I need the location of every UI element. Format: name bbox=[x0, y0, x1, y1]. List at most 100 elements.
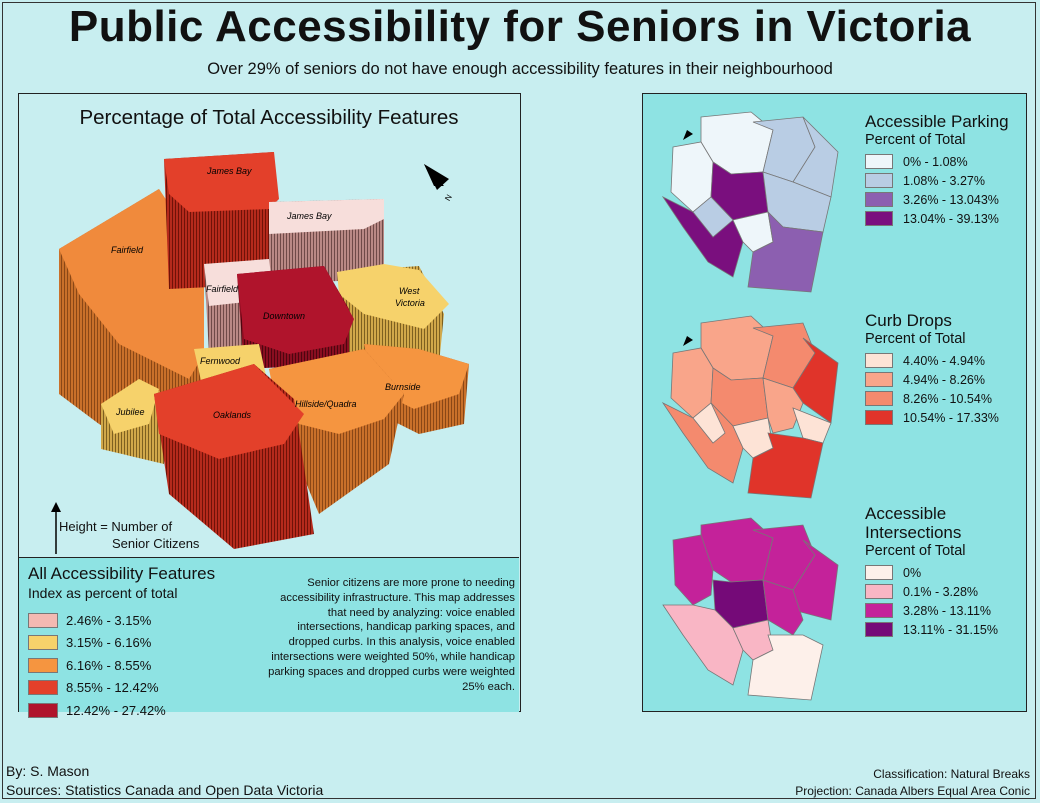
legend-swatch bbox=[28, 657, 58, 673]
label-fernwood: Fernwood bbox=[200, 356, 241, 366]
legend-label: 12.42% - 27.42% bbox=[66, 702, 166, 718]
curbs-legend-title: Curb Drops bbox=[865, 311, 952, 330]
north-arrow-icon bbox=[683, 130, 693, 140]
legend-item: 0.1% - 3.28% bbox=[865, 582, 998, 601]
legend-item: 2.46% - 3.15% bbox=[28, 609, 166, 632]
label-west-victoria-line1: West bbox=[399, 286, 420, 296]
intersections-legend-title-line2: Intersections bbox=[865, 523, 962, 542]
extruded-neighbourhood-map: N James Bay James Bay Fairfield Fairfiel… bbox=[59, 152, 469, 549]
legend-swatch bbox=[865, 565, 893, 580]
label-hillside-quadra: Hillside/Quadra bbox=[295, 399, 357, 409]
parking-legend-subtitle: Percent of Total bbox=[865, 132, 966, 148]
intersections-legend-items: 0% 0.1% - 3.28% 3.28% - 13.11% 13.11% - … bbox=[865, 563, 998, 639]
parking-map bbox=[661, 111, 839, 293]
james-bay-north-block bbox=[164, 152, 279, 289]
legend-item: 8.55% - 12.42% bbox=[28, 677, 166, 700]
legend-swatch bbox=[28, 702, 58, 718]
label-james-bay-north: James Bay bbox=[206, 166, 252, 176]
main-legend: All Accessibility Features Index as perc… bbox=[19, 557, 519, 718]
legend-item: 3.15% - 6.16% bbox=[28, 632, 166, 655]
curbs-legend-subtitle: Percent of Total bbox=[865, 331, 966, 347]
page-title: Public Accessibility for Seniors in Vict… bbox=[68, 2, 972, 51]
legend-label: 3.15% - 6.16% bbox=[66, 635, 152, 651]
curb-drops-map bbox=[661, 315, 839, 499]
legend-swatch bbox=[865, 192, 893, 207]
legend-item: 3.26% - 13.043% bbox=[865, 190, 1009, 209]
main-legend-subtitle: Index as percent of total bbox=[28, 585, 178, 601]
legend-item: 0% - 1.08% bbox=[865, 152, 1009, 171]
label-downtown: Downtown bbox=[263, 311, 305, 321]
intersections-map bbox=[662, 517, 839, 701]
label-oaklands: Oaklands bbox=[213, 410, 252, 420]
legend-item: 4.40% - 4.94% bbox=[865, 351, 999, 370]
legend-swatch bbox=[865, 173, 893, 188]
legend-label: 3.28% - 13.11% bbox=[903, 603, 992, 618]
legend-label: 8.26% - 10.54% bbox=[903, 391, 992, 406]
label-jubilee: Jubilee bbox=[115, 407, 145, 417]
legend-swatch bbox=[865, 154, 893, 169]
parking-legend-title: Accessible Parking bbox=[865, 112, 1009, 131]
legend-label: 0% - 1.08% bbox=[903, 154, 968, 169]
legend-label: 8.55% - 12.42% bbox=[66, 680, 159, 696]
height-note-line2: Senior Citizens bbox=[112, 536, 200, 551]
legend-swatch bbox=[28, 612, 58, 628]
jubilee-block bbox=[101, 379, 164, 464]
height-arrow-icon bbox=[51, 502, 61, 554]
height-note-line1: Height = Number of bbox=[59, 519, 173, 534]
legend-item: 10.54% - 17.33% bbox=[865, 408, 999, 427]
legend-label: 13.04% - 39.13% bbox=[903, 211, 999, 226]
legend-swatch bbox=[865, 410, 893, 425]
legend-swatch bbox=[865, 372, 893, 387]
intersections-legend: Accessible Intersections Percent of Tota… bbox=[865, 504, 998, 639]
legend-label: 6.16% - 8.55% bbox=[66, 657, 152, 673]
legend-swatch bbox=[865, 211, 893, 226]
label-james-bay-south: James Bay bbox=[286, 211, 332, 221]
downtown-block bbox=[237, 266, 354, 369]
main-map-title: Percentage of Total Accessibility Featur… bbox=[79, 106, 459, 129]
north-arrow-icon bbox=[683, 336, 693, 346]
legend-swatch bbox=[865, 391, 893, 406]
legend-swatch bbox=[28, 680, 58, 696]
component-maps-panel: Accessible Parking Percent of Total 0% -… bbox=[642, 93, 1027, 712]
legend-label: 3.26% - 13.043% bbox=[903, 192, 999, 207]
legend-item: 6.16% - 8.55% bbox=[28, 654, 166, 677]
label-fairfield-west: Fairfield bbox=[111, 245, 144, 255]
label-west-victoria: West Victoria bbox=[395, 286, 425, 308]
curbs-legend-items: 4.40% - 4.94% 4.94% - 8.26% 8.26% - 10.5… bbox=[865, 351, 999, 427]
main-legend-title: All Accessibility Features bbox=[28, 564, 216, 583]
legend-swatch bbox=[865, 603, 893, 618]
oaklands-block bbox=[154, 364, 314, 549]
north-arrow-icon: N bbox=[424, 164, 453, 202]
west-victoria-block bbox=[337, 264, 449, 364]
legend-label: 4.40% - 4.94% bbox=[903, 353, 985, 368]
legend-item: 13.04% - 39.13% bbox=[865, 209, 1009, 228]
legend-swatch bbox=[865, 622, 893, 637]
legend-swatch bbox=[865, 353, 893, 368]
projection-note: Projection: Canada Albers Equal Area Con… bbox=[795, 784, 1030, 798]
legend-label: 1.08% - 3.27% bbox=[903, 173, 985, 188]
main-3d-map: Percentage of Total Accessibility Featur… bbox=[19, 94, 519, 556]
page-subtitle: Over 29% of seniors do not have enough a… bbox=[207, 60, 833, 78]
legend-label: 10.54% - 17.33% bbox=[903, 410, 999, 425]
legend-item: 1.08% - 3.27% bbox=[865, 171, 1009, 190]
sources-credit: Sources: Statistics Canada and Open Data… bbox=[6, 782, 324, 798]
author-credit: By: S. Mason bbox=[6, 763, 90, 779]
label-fairfield-center: Fairfield bbox=[206, 284, 239, 294]
main-legend-items: 2.46% - 3.15% 3.15% - 6.16% 6.16% - 8.55… bbox=[28, 609, 166, 722]
legend-item: 4.94% - 8.26% bbox=[865, 370, 999, 389]
svg-text:N: N bbox=[443, 193, 454, 203]
intersections-legend-title-line1: Accessible bbox=[865, 504, 947, 523]
parking-legend-items: 0% - 1.08% 1.08% - 3.27% 3.26% - 13.043%… bbox=[865, 152, 1009, 228]
legend-swatch bbox=[865, 584, 893, 599]
legend-label: 0% bbox=[903, 565, 922, 580]
legend-label: 4.94% - 8.26% bbox=[903, 372, 985, 387]
legend-item: 12.42% - 27.42% bbox=[28, 699, 166, 722]
parking-legend: Accessible Parking Percent of Total 0% -… bbox=[865, 112, 1009, 228]
legend-label: 2.46% - 3.15% bbox=[66, 612, 152, 628]
label-burnside: Burnside bbox=[385, 382, 421, 392]
curbs-legend: Curb Drops Percent of Total 4.40% - 4.94… bbox=[865, 311, 999, 427]
main-map-panel: Percentage of Total Accessibility Featur… bbox=[18, 93, 521, 718]
legend-item: 0% bbox=[865, 563, 998, 582]
legend-label: 13.11% - 31.15% bbox=[903, 622, 998, 637]
